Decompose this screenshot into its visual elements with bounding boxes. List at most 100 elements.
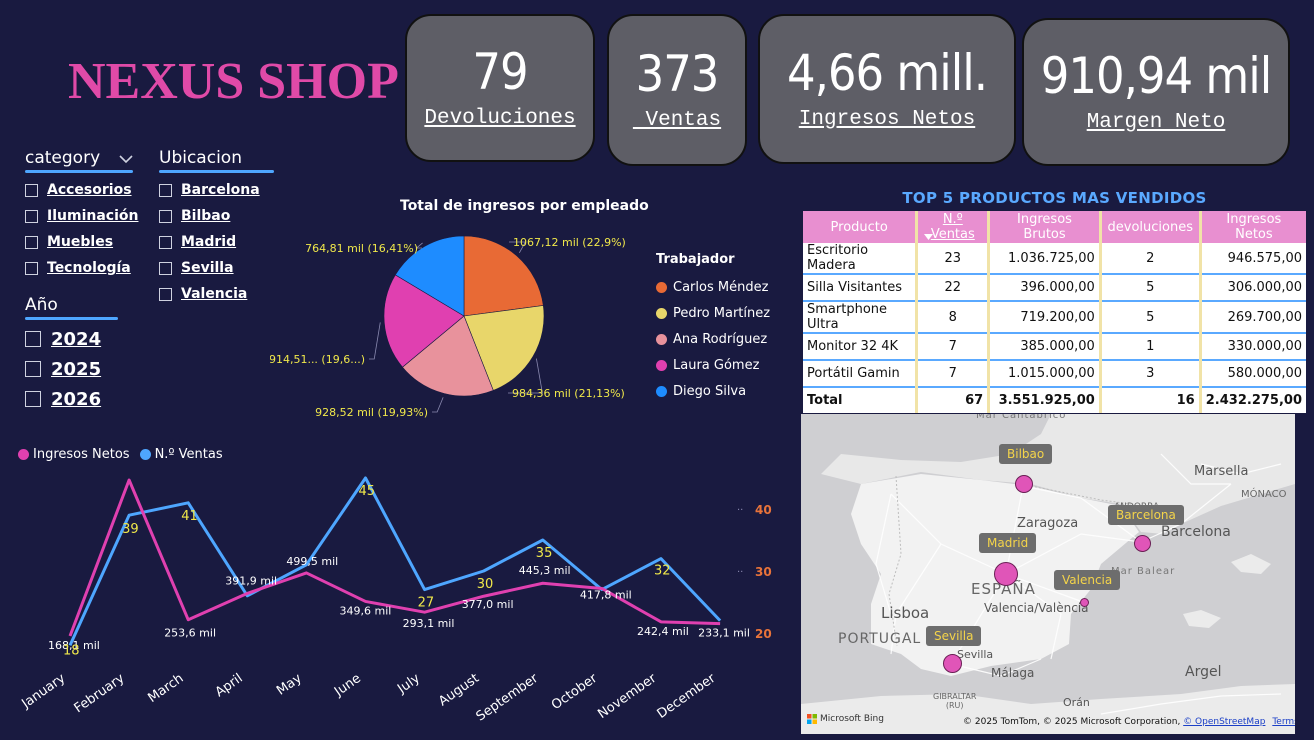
ventas-data-label: 35	[536, 546, 553, 561]
kpi-ventas-card[interactable]: 373 Ventas	[607, 14, 747, 166]
pie-legend-item[interactable]: Pedro Martínez	[656, 300, 770, 326]
item-label: Accesorios	[47, 182, 132, 198]
pie-legend-item[interactable]: Laura Gómez	[656, 352, 770, 378]
checkbox[interactable]	[25, 331, 41, 347]
table-total-row[interactable]: Total 67 3.551.925,00 16 2.432.275,00	[803, 387, 1306, 413]
item-label: Madrid	[181, 234, 237, 250]
pie-slice-pedro-mart-nez[interactable]	[463, 305, 545, 391]
col-ingresos-brutos[interactable]: Ingresos Brutos	[988, 211, 1102, 243]
pie-slice-ana-rodr-guez[interactable]	[402, 315, 494, 397]
table-row[interactable]: Escritorio Madera 23 1.036.725,00 2 946.575,…	[803, 243, 1306, 275]
pie-data-label: 914,51... (19,6...)	[270, 353, 365, 366]
series-line-ingresos[interactable]	[68, 478, 721, 637]
pie-title: Total de ingresos por empleado	[400, 198, 649, 214]
kpi-value: 4,66 mill.	[786, 43, 988, 102]
category-item-accesorios[interactable]: Accesorios	[25, 177, 138, 203]
ventas-data-label: 45	[359, 484, 376, 499]
place-barcelona: Barcelona	[1161, 524, 1231, 540]
table-row[interactable]: Silla Visitantes 22 396.000,00 5 306.000,00	[803, 274, 1306, 302]
line-chart: ·· 40 ·· 30 ·· 20 168,1 mil 987,7 mil 253,6 mil 3…	[18, 468, 771, 724]
ubicacion-item-bilbao[interactable]: Bilbao	[159, 203, 260, 229]
pie-legend: Trabajador Carlos Méndez Pedro Martínez An…	[656, 252, 770, 404]
table-cell: 7	[916, 360, 991, 388]
checkbox[interactable]	[159, 209, 172, 223]
pie-legend-item[interactable]: Diego Silva	[656, 378, 770, 404]
checkbox[interactable]	[25, 361, 41, 377]
legend-ventas[interactable]: N.º Ventas	[139, 447, 223, 462]
map-bubble-bilbao[interactable]	[1015, 475, 1033, 493]
map-label-bilbao[interactable]: Bilbao	[999, 444, 1053, 464]
table-row[interactable]: Monitor 32 4K 7 385.000,00 1 330.000,00	[803, 333, 1306, 361]
pie-data-label: 764,81 mil (16,41%)	[305, 242, 418, 255]
category-item-tecnologia[interactable]: Tecnología	[25, 255, 138, 281]
checkbox[interactable]	[159, 235, 172, 249]
checkbox[interactable]	[159, 287, 172, 301]
osm-link[interactable]: © OpenStreetMap	[1183, 717, 1266, 727]
pie-leader-line	[432, 397, 444, 413]
ingresos-data-label: 445,3 mil	[519, 564, 571, 577]
table-row[interactable]: Portátil Gamin 7 1.015.000,00 3 580.000,00	[803, 360, 1306, 388]
col-label: N.º Ventas	[930, 212, 975, 242]
ubicacion-item-barcelona[interactable]: Barcelona	[159, 177, 260, 203]
pie-slice-laura-g-mez[interactable]	[383, 274, 465, 368]
bing-logo: Microsoft Bing	[807, 714, 884, 724]
pie-legend-item[interactable]: Carlos Méndez	[656, 274, 770, 300]
terms-link[interactable]: Terms	[1272, 717, 1295, 727]
map-bubble-valencia[interactable]	[1080, 598, 1089, 607]
anio-item-2025[interactable]: 2025	[25, 354, 101, 384]
slicer-underline	[25, 317, 118, 320]
pie-slice-diego-silva[interactable]	[394, 235, 465, 317]
checkbox[interactable]	[159, 261, 172, 275]
anio-item-2024[interactable]: 2024	[25, 324, 101, 354]
col-producto[interactable]: Producto	[803, 211, 919, 243]
col-ventas[interactable]: N.º Ventas	[916, 211, 991, 243]
ubicacion-item-sevilla[interactable]: Sevilla	[159, 255, 260, 281]
series-line-ventas[interactable]	[68, 476, 722, 647]
map-label-madrid[interactable]: Madrid	[979, 533, 1037, 553]
item-label: Iluminación	[47, 208, 139, 224]
pie-legend-item[interactable]: Ana Rodríguez	[656, 326, 770, 352]
pie-slice-carlos-m-ndez[interactable]	[463, 235, 544, 317]
anio-item-2026[interactable]: 2026	[25, 384, 101, 414]
map-label-sevilla[interactable]: Sevilla	[926, 626, 982, 646]
map-label-valencia[interactable]: Valencia	[1054, 570, 1121, 590]
checkbox[interactable]	[159, 183, 172, 197]
checkbox[interactable]	[25, 391, 41, 407]
col-ingresos-netos[interactable]: Ingresos Netos	[1200, 211, 1306, 243]
ubicacion-item-valencia[interactable]: Valencia	[159, 281, 260, 307]
table-cell: 2.432.275,00	[1205, 393, 1302, 408]
pie-data-label: 928,52 mil (19,93%)	[315, 406, 428, 419]
map-visual[interactable]: Mar Cantabrico Marsella MÓNACO ANDORRA Z…	[801, 414, 1295, 734]
pie-chart: 1067,12 mil (22,9%) 984,36 mil (21,13%) 92…	[270, 235, 626, 419]
table-row[interactable]: Smartphone Ultra 8 719.200,00 5 269.700,00	[803, 301, 1306, 334]
map-label-barcelona[interactable]: Barcelona	[1108, 505, 1184, 525]
sort-desc-icon	[924, 234, 934, 240]
kpi-ingresos-netos-card[interactable]: 4,66 mill. Ingresos Netos	[758, 14, 1016, 164]
ubicacion-item-madrid[interactable]: Madrid	[159, 229, 260, 255]
checkbox[interactable]	[25, 235, 38, 249]
place-espana: ESPAÑA	[971, 580, 1036, 598]
item-label: 2024	[51, 328, 102, 350]
map-bubble-sevilla[interactable]	[943, 654, 962, 673]
item-label: 2026	[51, 388, 102, 410]
map-bubble-madrid[interactable]	[994, 562, 1018, 586]
chevron-down-icon[interactable]	[119, 149, 133, 168]
ingresos-data-label: 377,0 mil	[462, 598, 514, 611]
slicer-underline	[25, 170, 133, 173]
kpi-devoluciones-card[interactable]: 79 Devoluciones	[405, 14, 595, 162]
category-item-muebles[interactable]: Muebles	[25, 229, 138, 255]
checkbox[interactable]	[25, 183, 38, 197]
col-devoluciones[interactable]: devoluciones	[1100, 211, 1202, 243]
y2-tick-dots: ··	[737, 505, 743, 516]
legend-ingresos[interactable]: Ingresos Netos	[18, 447, 130, 462]
legend-dot	[139, 449, 151, 460]
checkbox[interactable]	[25, 261, 38, 275]
microsoft-logo-icon	[807, 714, 817, 724]
checkbox[interactable]	[25, 209, 38, 223]
kpi-margen-neto-card[interactable]: 910,94 mil Margen Neto	[1022, 18, 1290, 166]
table-cell: 1.036.725,00	[988, 243, 1102, 275]
legend-dot	[656, 281, 667, 293]
category-item-iluminacion[interactable]: Iluminación	[25, 203, 138, 229]
top-products-table: Producto N.º Ventas Ingresos Brutos devo…	[803, 211, 1306, 413]
map-bubble-barcelona[interactable]	[1134, 535, 1151, 552]
